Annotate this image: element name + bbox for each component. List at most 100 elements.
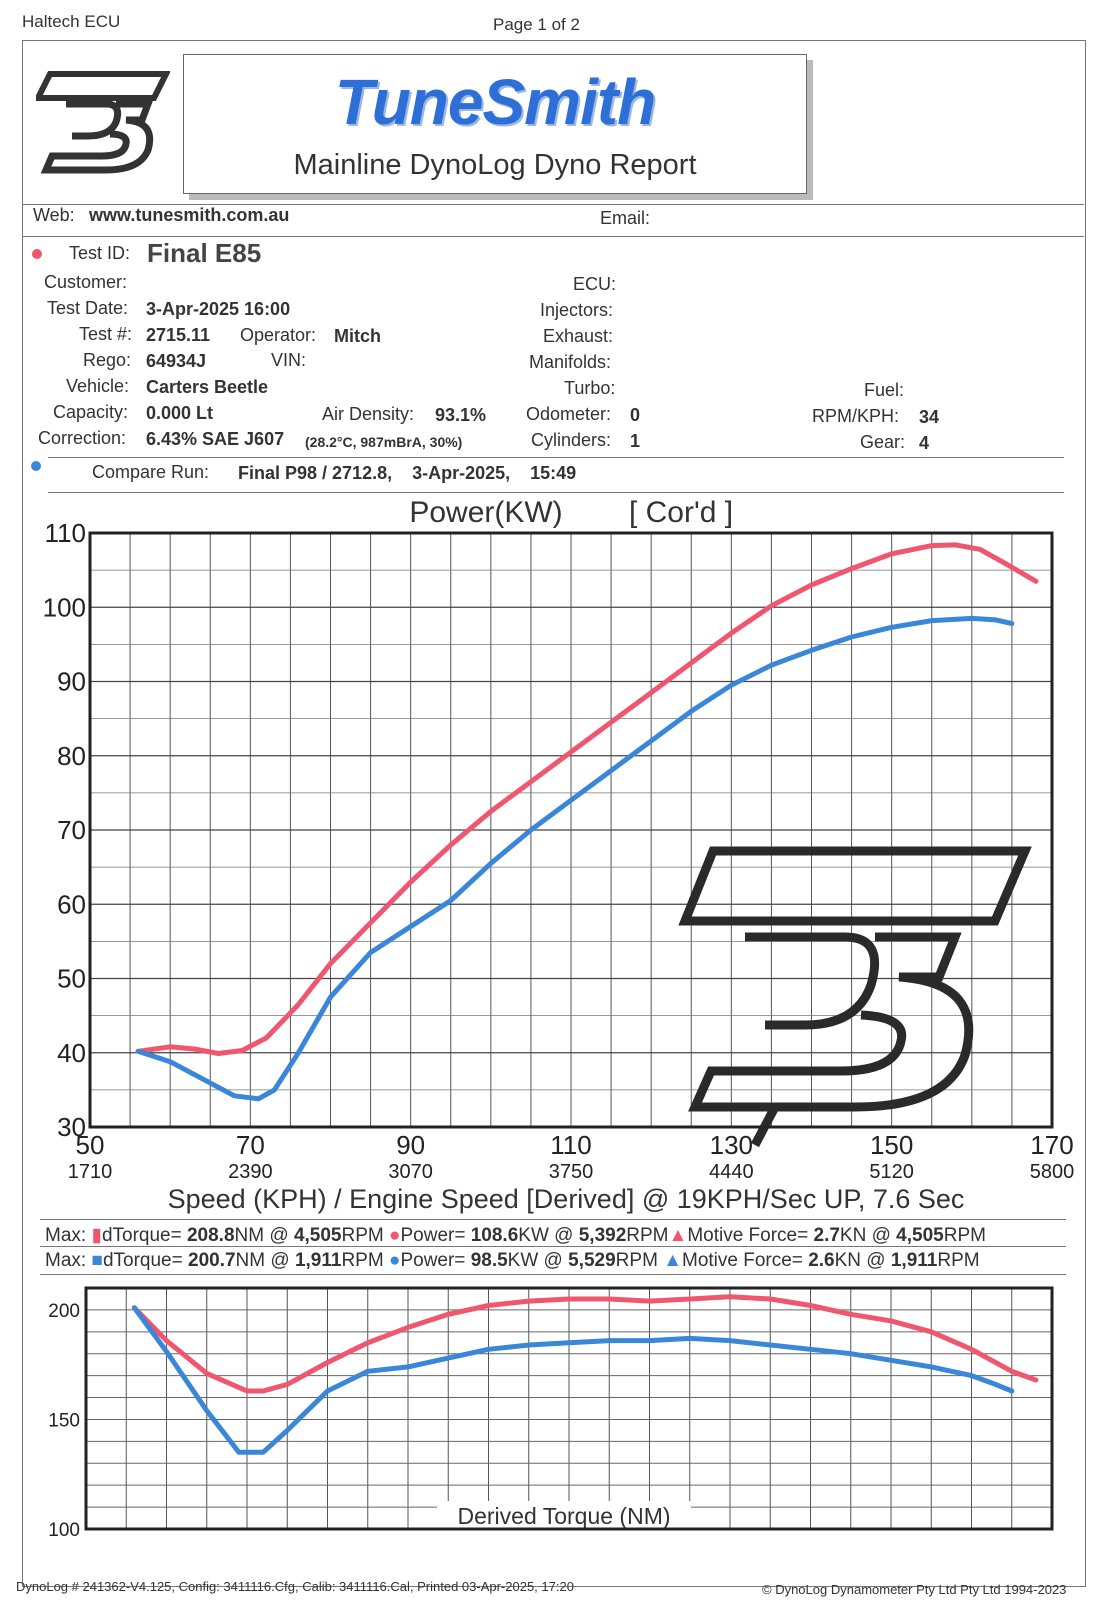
max-torque-label: dTorque=: [102, 1250, 183, 1271]
gear-value: 4: [919, 433, 930, 453]
power-dot-icon: ●: [389, 1225, 401, 1246]
chart-title-suffix: [ Cor'd ]: [629, 496, 733, 529]
max-force-rpm-unit: RPM: [937, 1250, 980, 1271]
max-power-rpm-unit: RPM: [615, 1250, 658, 1271]
max-torque-value: 200.7: [188, 1250, 236, 1271]
x-tick-label: 130: [710, 1130, 753, 1160]
x-tick-rpm-label: 3750: [549, 1161, 594, 1183]
y-tick-label: 110: [45, 518, 86, 548]
injectors-label: Injectors:: [540, 300, 614, 320]
max-line-compare-run: Max: ■dTorque= 200.7NM @ 1,911RPM ●Power…: [45, 1250, 980, 1272]
y-tick-label: 40: [57, 1038, 86, 1068]
air-density-label: Air Density:: [322, 404, 415, 424]
report-frame: [22, 40, 1086, 1587]
torque-line-test-run: [131, 1294, 1039, 1394]
max-line-test-run: Max: ▮dTorque= 208.8NM @ 4,505RPM ●Power…: [45, 1224, 986, 1247]
watermark-logo-nine: [745, 932, 880, 1030]
footer-copyright: © DynoLog Dynamometer Pty Ltd Pty Ltd 19…: [762, 1582, 1067, 1597]
max-power-unit: KW @: [518, 1225, 579, 1246]
ecu-label: ECU:: [573, 274, 617, 294]
force-triangle-icon: ▲: [663, 1250, 682, 1271]
x-tick-label: 90: [396, 1130, 425, 1160]
y-tick-label: 90: [57, 667, 86, 697]
max-torque-unit: NM @: [235, 1250, 295, 1271]
max-power-value: 108.6: [470, 1225, 519, 1246]
test-num-value: 2715.11: [146, 325, 211, 345]
compare-run-value: Final P98 / 2712.8, 3-Apr-2025, 15:49: [238, 463, 577, 483]
x-axis-label: Speed (KPH) / Engine Speed [Derived] @ 1…: [168, 1184, 965, 1214]
max-force-rpm: 1,911: [890, 1250, 938, 1271]
test-date-label: Test Date:: [47, 298, 129, 318]
y-tick-label: 50: [57, 964, 86, 994]
max-torque-rpm: 1,911: [294, 1250, 342, 1271]
divider: [48, 492, 1064, 493]
capacity-value: 0.000 Lt: [146, 403, 214, 423]
operator-value: Mitch: [334, 326, 381, 346]
x-tick-rpm-label: 2390: [228, 1161, 273, 1183]
max-force-value: 2.7: [813, 1225, 840, 1246]
max-force-label: Motive Force=: [682, 1250, 803, 1271]
torque-square-icon: ■: [91, 1250, 103, 1271]
tunesmith-logo-icon: [36, 71, 170, 174]
air-density-value: 93.1%: [435, 405, 487, 425]
torque-square-icon: ▮: [91, 1225, 102, 1246]
rpm-kph-value: 34: [919, 407, 940, 427]
odometer-label: Odometer:: [526, 404, 612, 424]
web-value[interactable]: www.tunesmith.com.au: [89, 205, 290, 225]
rpm-kph-label: RPM/KPH:: [812, 406, 900, 426]
rego-value: 64934J: [146, 351, 207, 371]
operator-label: Operator:: [240, 325, 317, 345]
vin-label: VIN:: [271, 350, 307, 370]
divider: [40, 1274, 1066, 1275]
power-dot-icon: ●: [388, 1250, 401, 1271]
power-line-test-run: [135, 542, 1039, 1056]
max-prefix: Max:: [45, 1250, 87, 1271]
x-tick-label: 170: [1030, 1130, 1073, 1160]
y-tick-label: 200: [48, 1301, 80, 1322]
chart-title: Derived Torque (NM): [457, 1503, 670, 1529]
divider: [40, 1219, 1066, 1220]
y-tick-label: 150: [48, 1410, 80, 1431]
max-force-rpm: 4,505: [896, 1225, 944, 1246]
vehicle-label: Vehicle:: [66, 376, 130, 396]
max-force-rpm-unit: RPM: [943, 1225, 986, 1246]
y-tick-label: 30: [57, 1112, 86, 1142]
max-power-label: Power=: [400, 1225, 466, 1246]
max-power-rpm-unit: RPM: [626, 1225, 669, 1246]
y-tick-label: 80: [57, 741, 86, 771]
report-title-box: TuneSmith Mainline DynoLog Dyno Report: [183, 54, 807, 194]
y-tick-label: 60: [57, 889, 86, 919]
max-power-rpm: 5,529: [568, 1250, 616, 1271]
max-torque-rpm: 4,505: [293, 1225, 342, 1246]
footer-info: DynoLog # 241362-V4.125, Config: 3411116…: [16, 1579, 574, 1594]
test-run-dot: [32, 249, 42, 259]
max-power-unit: KW @: [507, 1250, 569, 1271]
vehicle-value: Carters Beetle: [146, 377, 269, 397]
x-tick-rpm-label: 5120: [869, 1161, 914, 1183]
max-force-label: Motive Force=: [687, 1225, 809, 1246]
max-torque-label: dTorque=: [101, 1225, 182, 1246]
manifolds-label: Manifolds:: [529, 352, 612, 372]
correction-value: 6.43% SAE J607: [146, 429, 285, 449]
fuel-label: Fuel:: [864, 380, 905, 400]
cylinders-value: 1: [630, 431, 641, 451]
test-id-label: Test ID:: [69, 243, 131, 263]
customer-label: Customer:: [44, 272, 128, 292]
max-force-unit: KN @: [839, 1225, 897, 1246]
capacity-label: Capacity:: [53, 402, 129, 422]
x-tick-rpm-label: 5800: [1030, 1161, 1075, 1183]
correction-detail: (28.2°C, 987mBrA, 30%): [305, 434, 463, 450]
gear-label: Gear:: [860, 432, 906, 452]
test-id-value: Final E85: [147, 238, 262, 268]
exhaust-label: Exhaust:: [543, 326, 614, 346]
torque-chart: Derived Torque (NM) 100 150 200: [48, 1286, 1054, 1541]
report-subtitle: Mainline DynoLog Dyno Report: [293, 149, 697, 181]
max-force-value: 2.6: [808, 1250, 835, 1271]
y-tick-label: 100: [43, 592, 86, 622]
correction-label: Correction:: [38, 428, 127, 448]
divider: [40, 1246, 1066, 1247]
x-tick-label: 150: [870, 1130, 913, 1160]
test-date-value: 3-Apr-2025 16:00: [146, 299, 291, 319]
turbo-label: Turbo:: [564, 378, 616, 398]
max-force-unit: KN @: [834, 1250, 891, 1271]
